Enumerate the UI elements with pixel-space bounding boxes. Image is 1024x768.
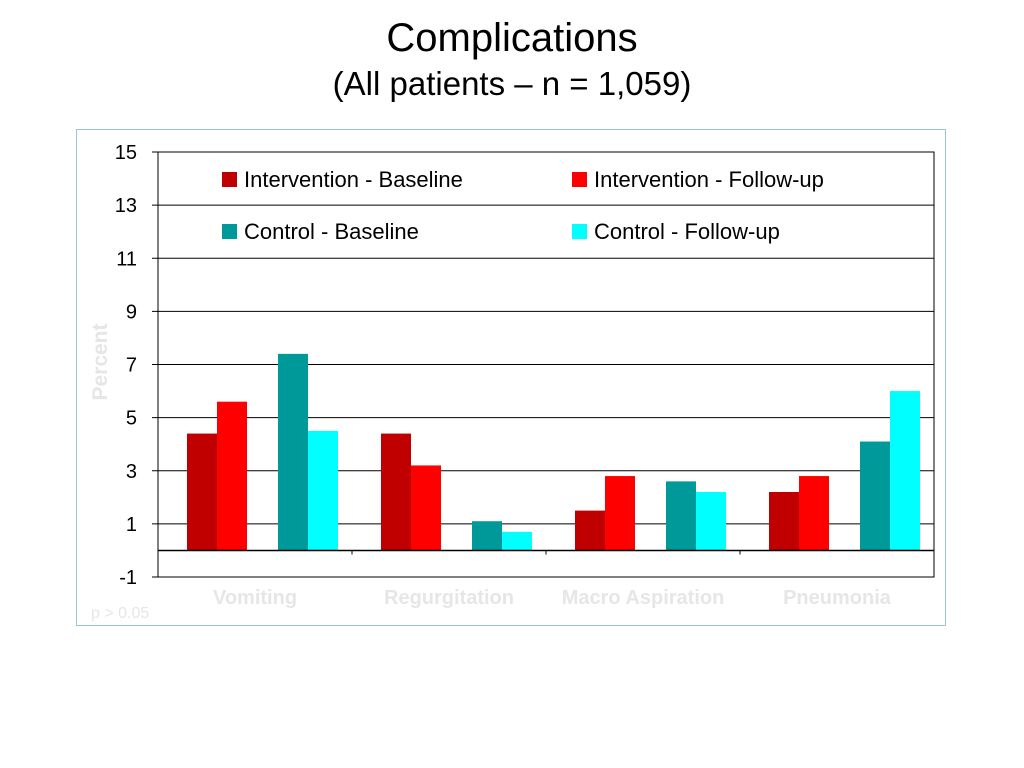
bar-pneumonia-1 [769,492,799,551]
bar-pneumonia-4 [890,391,920,551]
y-tick-label: 7 [126,355,137,377]
significance-note: p > 0.05 [91,605,149,622]
slide-title: Complications [386,16,638,60]
chart-frame [76,129,946,626]
y-tick-label: 11 [116,248,137,270]
bar-macro-aspiration-2 [605,476,635,551]
bar-macro-aspiration-1 [575,510,605,551]
legend-swatch [572,172,587,187]
bar-pneumonia-2 [799,476,829,551]
y-tick-label: 3 [126,461,137,483]
y-tick-label: 13 [115,195,137,217]
legend-label: Intervention - Baseline [244,167,463,192]
bar-vomiting-4 [308,430,338,551]
bar-macro-aspiration-4 [696,492,726,551]
legend-swatch [222,172,237,187]
x-category-label: Macro Aspiration [562,587,725,609]
bar-vomiting-3 [278,353,308,551]
axes [152,151,935,578]
bar-regurgitation-2 [411,465,441,551]
y-tick-label: 1 [126,514,137,536]
legend-swatch [222,224,237,239]
y-tick-label: 15 [115,142,137,164]
slide-subtitle: (All patients – n = 1,059) [332,65,692,102]
x-category-label: Pneumonia [783,587,892,609]
y-tick-label: 5 [126,408,137,430]
bar-vomiting-2 [217,401,247,551]
bar-regurgitation-1 [381,433,411,551]
bar-pneumonia-3 [860,441,890,551]
bar-vomiting-1 [187,433,217,551]
x-category-label: Regurgitation [384,587,514,609]
bars [187,353,920,551]
legend: Intervention - Baseline Intervention - Fo… [222,167,824,244]
y-tick-label: -1 [119,567,137,589]
bar-regurgitation-3 [472,521,502,551]
legend-swatch [572,224,587,239]
legend-label: Control - Follow-up [594,219,780,244]
bar-regurgitation-4 [502,531,532,551]
legend-label: Control - Baseline [244,219,419,244]
legend-label: Intervention - Follow-up [594,167,824,192]
bar-macro-aspiration-3 [666,481,696,551]
y-tick-label: 9 [126,301,137,323]
x-category-label: Vomiting [213,587,297,609]
y-axis-title: Percent [89,323,112,400]
labels: 15 13 11 9 7 5 3 1 -1 Vomiting Regurgitation Macro … [89,142,892,622]
